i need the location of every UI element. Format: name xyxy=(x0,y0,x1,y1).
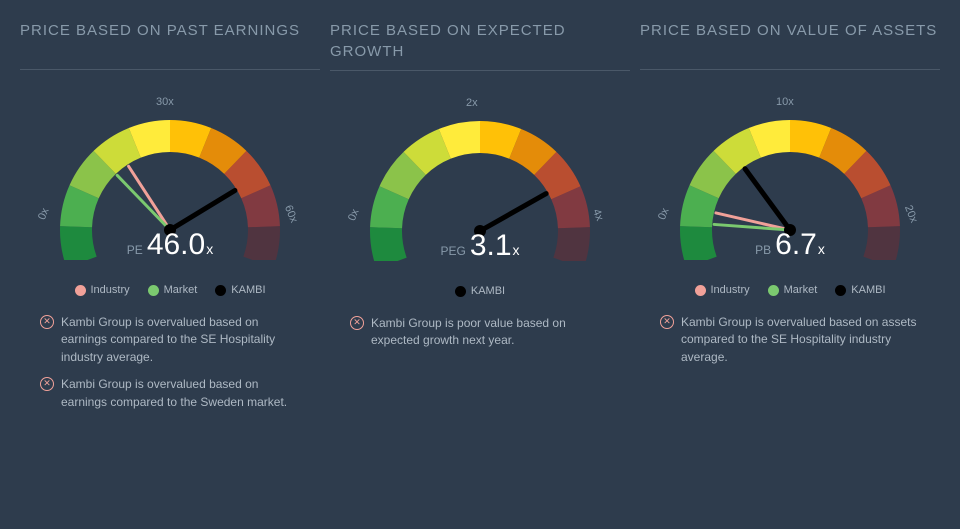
metric-label: PB xyxy=(755,243,771,257)
legend-label: KAMBI xyxy=(851,284,885,296)
note: ✕ Kambi Group is overvalued based on earn… xyxy=(40,314,300,366)
legend-dot xyxy=(835,285,846,296)
gauge: 0x30x60xPE46.0x xyxy=(30,90,310,280)
legend-dot xyxy=(695,285,706,296)
panel-title: PRICE BASED ON EXPECTED GROWTH xyxy=(330,20,630,71)
legend: Industry Market KAMBI xyxy=(20,284,320,296)
alert-icon: ✕ xyxy=(350,316,364,330)
legend-dot xyxy=(455,286,466,297)
metric-label: PE xyxy=(127,243,143,257)
note-text: Kambi Group is poor value based on expec… xyxy=(371,315,610,350)
note: ✕ Kambi Group is overvalued based on asse… xyxy=(660,314,920,366)
legend-item: Industry xyxy=(695,284,750,296)
metric-value: 6.7 xyxy=(775,228,817,262)
valuation-panel: PRICE BASED ON VALUE OF ASSETS0x10x20xPB… xyxy=(640,20,940,433)
legend-label: Industry xyxy=(91,284,130,296)
valuation-panel: PRICE BASED ON EXPECTED GROWTH0x2x4xPEG3… xyxy=(330,20,630,433)
legend-dot xyxy=(75,285,86,296)
metric-value: 46.0 xyxy=(147,228,205,262)
notes: ✕ Kambi Group is overvalued based on earn… xyxy=(20,302,320,433)
metric-value: 3.1 xyxy=(470,229,512,263)
metric-readout: PEG 3.1x xyxy=(440,229,519,263)
legend-item: KAMBI xyxy=(835,284,885,296)
metric-suffix: x xyxy=(206,241,213,257)
legend-label: Market xyxy=(164,284,198,296)
note-text: Kambi Group is overvalued based on asset… xyxy=(681,314,920,366)
alert-icon: ✕ xyxy=(40,377,54,391)
legend-item: Market xyxy=(148,284,198,296)
metric-suffix: x xyxy=(513,242,520,258)
tick-label: 10x xyxy=(776,96,794,108)
notes: ✕ Kambi Group is overvalued based on asse… xyxy=(640,302,940,388)
legend-label: KAMBI xyxy=(231,284,265,296)
tick-label: 30x xyxy=(156,96,174,108)
panel-title: PRICE BASED ON VALUE OF ASSETS xyxy=(640,20,940,70)
note-text: Kambi Group is overvalued based on earni… xyxy=(61,376,300,411)
alert-icon: ✕ xyxy=(40,315,54,329)
legend-item: KAMBI xyxy=(455,285,505,297)
legend-dot xyxy=(148,285,159,296)
legend-item: Market xyxy=(768,284,818,296)
note: ✕ Kambi Group is overvalued based on earn… xyxy=(40,376,300,411)
legend-label: Industry xyxy=(711,284,750,296)
metric-readout: PE 46.0x xyxy=(127,228,213,262)
metric-readout: PB 6.7x xyxy=(755,228,825,262)
notes: ✕ Kambi Group is poor value based on expe… xyxy=(330,303,630,372)
note: ✕ Kambi Group is poor value based on expe… xyxy=(350,315,610,350)
legend-dot xyxy=(768,285,779,296)
legend-label: KAMBI xyxy=(471,285,505,297)
legend-dot xyxy=(215,285,226,296)
legend: Industry Market KAMBI xyxy=(640,284,940,296)
valuation-panel: PRICE BASED ON PAST EARNINGS0x30x60xPE46… xyxy=(20,20,320,433)
legend-item: KAMBI xyxy=(215,284,265,296)
gauge: 0x2x4xPEG3.1x xyxy=(340,91,620,281)
metric-suffix: x xyxy=(818,241,825,257)
note-text: Kambi Group is overvalued based on earni… xyxy=(61,314,300,366)
metric-label: PEG xyxy=(440,244,465,258)
alert-icon: ✕ xyxy=(660,315,674,329)
tick-label: 2x xyxy=(466,97,478,109)
legend-item: Industry xyxy=(75,284,130,296)
legend-label: Market xyxy=(784,284,818,296)
gauge: 0x10x20xPB6.7x xyxy=(650,90,930,280)
legend: KAMBI xyxy=(330,285,630,297)
panel-title: PRICE BASED ON PAST EARNINGS xyxy=(20,20,320,70)
